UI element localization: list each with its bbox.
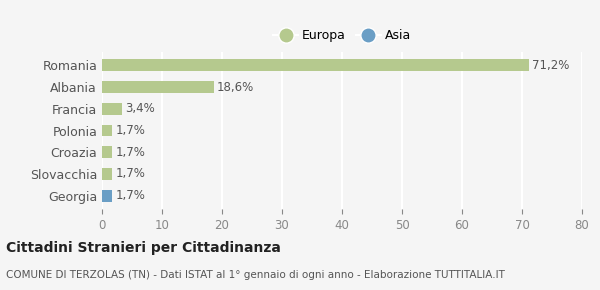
Bar (102, 124, 112, 137)
Text: 1,7%: 1,7% (115, 189, 145, 202)
Text: COMUNE DI TERZOLAS (TN) - Dati ISTAT al 1° gennaio di ogni anno - Elaborazione T: COMUNE DI TERZOLAS (TN) - Dati ISTAT al … (6, 270, 505, 280)
Bar (102, 146, 112, 158)
Bar (102, 81, 214, 93)
Bar (102, 190, 112, 202)
Bar (102, 168, 112, 180)
Text: 1,7%: 1,7% (115, 167, 145, 180)
Legend: Europa, Asia: Europa, Asia (268, 24, 416, 47)
Text: 18,6%: 18,6% (217, 81, 254, 94)
Text: 1,7%: 1,7% (115, 146, 145, 159)
Bar (102, 103, 122, 115)
Text: Cittadini Stranieri per Cittadinanza: Cittadini Stranieri per Cittadinanza (6, 241, 281, 255)
Bar (102, 59, 529, 71)
Text: 1,7%: 1,7% (115, 124, 145, 137)
Text: 3,4%: 3,4% (125, 102, 155, 115)
Text: 71,2%: 71,2% (532, 59, 569, 72)
